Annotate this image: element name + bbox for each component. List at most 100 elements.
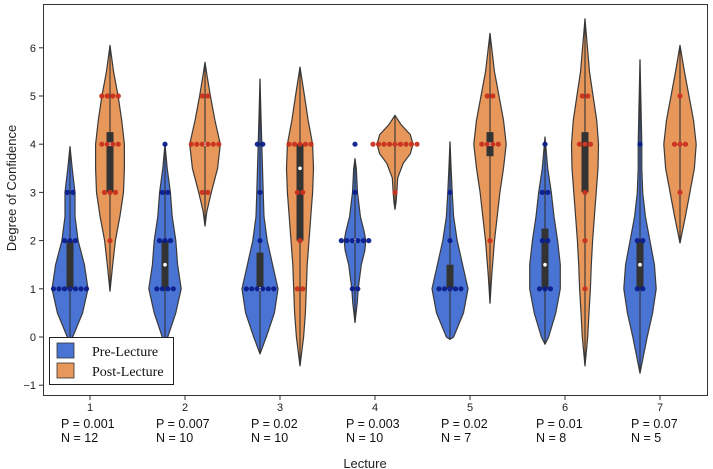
data-point-pre-lecture-2: [162, 238, 168, 244]
data-point-pre-lecture-6: [539, 189, 545, 195]
data-point-post-lecture-2: [199, 141, 205, 147]
data-point-pre-lecture-1: [72, 286, 79, 292]
median-marker-pre-lecture-6: [543, 262, 547, 267]
y-tick-label: 2: [30, 236, 36, 248]
sample-size-label-lecture-2: N = 10: [156, 431, 193, 445]
data-point-pre-lecture-4: [349, 238, 355, 244]
data-point-pre-lecture-3: [257, 189, 263, 195]
sample-size-label-lecture-7: N = 5: [631, 431, 661, 445]
data-point-post-lecture-2: [205, 189, 211, 195]
x-tick-label-lecture-3: 3: [277, 402, 283, 414]
data-point-post-lecture-2: [205, 93, 211, 99]
data-point-pre-lecture-2: [159, 189, 165, 195]
data-point-post-lecture-5: [484, 93, 490, 99]
data-point-post-lecture-5: [487, 238, 493, 244]
data-point-post-lecture-6: [579, 93, 585, 99]
p-value-label-lecture-7: P = 0.07: [631, 417, 678, 431]
data-point-post-lecture-1: [104, 93, 110, 99]
data-point-pre-lecture-5: [441, 286, 448, 292]
data-point-post-lecture-7: [677, 189, 683, 195]
sample-size-label-lecture-5: N = 7: [441, 431, 471, 445]
data-point-pre-lecture-1: [78, 286, 84, 292]
data-point-pre-lecture-3: [265, 286, 271, 292]
data-point-post-lecture-7: [671, 141, 678, 147]
data-point-pre-lecture-3: [243, 286, 249, 292]
data-point-pre-lecture-4: [338, 238, 344, 244]
data-point-pre-lecture-4: [360, 238, 366, 244]
data-point-post-lecture-4: [397, 141, 404, 147]
data-point-pre-lecture-1: [61, 238, 68, 244]
data-point-post-lecture-6: [582, 141, 588, 147]
data-point-pre-lecture-3: [254, 141, 260, 147]
data-point-pre-lecture-4: [352, 189, 358, 195]
data-point-post-lecture-6: [582, 238, 588, 244]
data-point-pre-lecture-6: [536, 286, 543, 292]
data-point-post-lecture-2: [216, 141, 222, 147]
data-point-post-lecture-5: [484, 141, 490, 147]
p-value-label-lecture-5: P = 0.02: [441, 417, 488, 431]
data-point-post-lecture-1: [107, 238, 113, 244]
data-point-post-lecture-6: [585, 93, 591, 99]
data-point-pre-lecture-1: [70, 189, 76, 195]
data-point-post-lecture-3: [297, 238, 303, 244]
p-value-label-lecture-4: P = 0.003: [346, 417, 400, 431]
y-tick-label: 6: [30, 43, 36, 55]
data-point-pre-lecture-2: [165, 189, 171, 195]
data-point-pre-lecture-3: [249, 286, 255, 292]
data-point-pre-lecture-1: [50, 286, 57, 292]
iqr-box-post-lecture-1: [106, 132, 114, 193]
median-marker-pre-lecture-7: [638, 262, 642, 267]
data-point-post-lecture-3: [297, 141, 303, 147]
data-point-post-lecture-5: [490, 93, 496, 99]
data-point-post-lecture-4: [381, 141, 387, 147]
iqr-box-pre-lecture-1: [66, 240, 74, 289]
data-point-pre-lecture-4: [355, 286, 361, 292]
iqr-box-pre-lecture-6: [541, 228, 549, 289]
x-tick-label-lecture-5: 5: [467, 402, 473, 414]
data-point-pre-lecture-7: [640, 286, 646, 292]
data-point-pre-lecture-2: [154, 286, 160, 292]
p-value-label-lecture-2: P = 0.007: [156, 417, 210, 431]
y-axis-title: Degree of Confidence: [4, 125, 19, 251]
legend: Pre-Lecture Post-Lecture: [49, 337, 174, 385]
data-point-post-lecture-1: [99, 141, 105, 147]
data-point-post-lecture-1: [110, 141, 116, 147]
data-point-pre-lecture-4: [355, 238, 361, 244]
data-point-pre-lecture-4: [344, 238, 350, 244]
data-point-post-lecture-4: [403, 141, 409, 147]
p-value-label-lecture-6: P = 0.01: [536, 417, 583, 431]
x-tick-label-lecture-4: 4: [372, 402, 378, 414]
data-point-post-lecture-3: [302, 141, 309, 147]
data-point-post-lecture-6: [576, 141, 583, 147]
data-point-post-lecture-4: [392, 189, 398, 195]
data-point-post-lecture-3: [300, 286, 306, 292]
data-point-pre-lecture-6: [542, 141, 548, 147]
x-tick-label-lecture-1: 1: [87, 402, 93, 414]
y-tick-label: 1: [30, 284, 36, 296]
data-point-pre-lecture-6: [545, 238, 551, 244]
data-point-pre-lecture-1: [83, 286, 90, 292]
data-point-pre-lecture-5: [447, 238, 453, 244]
data-point-pre-lecture-2: [156, 238, 163, 244]
median-marker-post-lecture-3: [298, 166, 302, 171]
data-point-pre-lecture-1: [61, 286, 68, 292]
iqr-box-pre-lecture-5: [446, 264, 454, 289]
data-point-pre-lecture-1: [56, 286, 62, 292]
data-point-pre-lecture-5: [452, 286, 459, 292]
data-point-post-lecture-6: [587, 141, 594, 147]
swarm-points-layer: [50, 93, 689, 292]
data-point-post-lecture-2: [199, 189, 205, 195]
sample-size-label-lecture-4: N = 10: [346, 431, 383, 445]
data-point-post-lecture-1: [107, 189, 113, 195]
data-point-post-lecture-7: [677, 141, 683, 147]
data-point-pre-lecture-7: [634, 238, 640, 244]
x-tick-label-lecture-7: 7: [657, 402, 663, 414]
data-point-post-lecture-2: [194, 141, 200, 147]
data-point-pre-lecture-4: [352, 141, 358, 147]
data-point-post-lecture-2: [205, 141, 211, 147]
x-tick-label-lecture-2: 2: [182, 402, 188, 414]
data-point-post-lecture-4: [370, 141, 376, 147]
data-point-post-lecture-6: [582, 286, 588, 292]
